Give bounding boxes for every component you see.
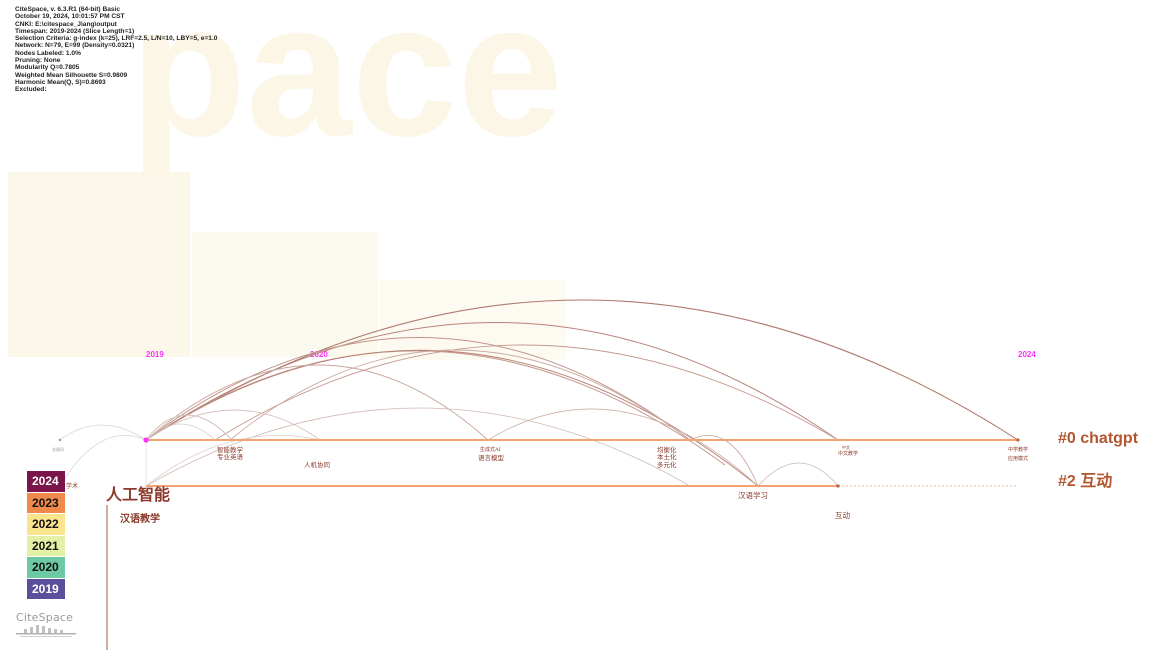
info-line: CNKI: E:\citespace_Jiang\output	[15, 20, 117, 28]
info-line: Excluded:	[15, 86, 47, 94]
arc	[757, 462, 839, 487]
info-line: Selection Criteria: g-index (k=25), LRF=…	[15, 35, 218, 43]
keyword-junhenghua[interactable]: 均衡化	[657, 445, 677, 454]
legend-2023: 2023	[27, 492, 65, 513]
network-info-panel: CiteSpace, v. 6.3.R1 (64-bit) Basic Octo…	[15, 6, 217, 94]
keyword-ai-shengcheng[interactable]: 生成式AI	[480, 446, 501, 453]
citation-arcs	[59, 299, 1019, 487]
keyword-yingyong-moshi[interactable]: 应用模式	[1008, 455, 1028, 462]
year-legend: 2024 2023 2022 2021 2020 2019	[27, 471, 65, 600]
logo-text: CiteSpace	[16, 611, 74, 624]
legend-2021: 2021	[27, 535, 65, 556]
keyword-zhineng-jiaoxue[interactable]: 智能教学	[217, 445, 244, 454]
arc	[487, 408, 759, 487]
arc	[145, 337, 691, 441]
node-2019[interactable]	[143, 437, 149, 443]
arc	[689, 435, 759, 487]
keyword-hudong[interactable]: 互动	[835, 510, 850, 520]
legend-2024: 2024	[27, 471, 65, 492]
info-line: Pruning: None	[15, 57, 61, 65]
arc	[59, 435, 147, 487]
keyword-renji-xietong[interactable]: 人机协同	[304, 460, 330, 469]
arc	[145, 423, 216, 441]
keyword-left-small[interactable]: 关键词	[52, 446, 64, 452]
info-line: Modularity Q=0.7805	[15, 64, 80, 72]
arc	[229, 349, 691, 441]
arc	[214, 344, 839, 441]
keyword-rengong[interactable]: 人工智能	[106, 485, 170, 504]
arc	[59, 424, 147, 441]
keyword-hanyu-xuexi[interactable]: 汉语学习	[738, 490, 768, 500]
logo-graphic-icon	[16, 625, 76, 637]
node[interactable]	[58, 438, 62, 442]
keyword-zhongwen-jiaoxue[interactable]: 中文教学	[838, 450, 858, 457]
info-line: Nodes Labeled: 1.0%	[15, 49, 81, 57]
watermark-text: pace	[130, 0, 563, 176]
cluster-label-2[interactable]: #2 互动	[1058, 472, 1112, 490]
info-line: Weighted Mean Silhouette S=0.9809	[15, 71, 128, 79]
legend-2019: 2019	[27, 578, 65, 599]
node[interactable]	[836, 484, 840, 488]
arc	[145, 409, 321, 441]
arc	[145, 414, 233, 441]
keyword-duoyuanhua[interactable]: 多元化	[657, 460, 677, 469]
arc	[145, 407, 691, 487]
arc	[145, 434, 321, 487]
info-line: October 19, 2024, 10:01:57 PM CST	[15, 13, 125, 21]
keyword-zhongxue-jiaoxue[interactable]: 中学教学	[1008, 446, 1028, 453]
year-label-2020: 2020	[310, 350, 328, 359]
citespace-logo: CiteSpace	[16, 611, 78, 645]
year-label-2024: 2024	[1018, 350, 1036, 359]
keyword-yuyan-moxing[interactable]: 语言模型	[478, 453, 505, 462]
keyword-zhuanye-yingyu[interactable]: 专业英语	[217, 452, 244, 461]
keyword-hanyu-jiaoxue[interactable]: 汉语教学	[120, 512, 160, 525]
arc	[145, 349, 759, 487]
legend-2022: 2022	[27, 514, 65, 535]
background-watermark: pace	[8, 0, 566, 360]
arc	[145, 322, 839, 441]
node[interactable]	[1016, 438, 1020, 442]
keyword-bentuhua[interactable]: 本土化	[657, 452, 677, 461]
cluster-label-0[interactable]: #0 chatgpt	[1058, 430, 1139, 447]
year-label-2019: 2019	[146, 350, 164, 359]
info-line: Harmonic Mean(Q, S)=0.8693	[15, 78, 106, 86]
info-line: Timespan: 2019-2024 (Slice Length=1)	[15, 27, 135, 35]
info-line: CiteSpace, v. 6.3.R1 (64-bit) Basic	[15, 6, 121, 13]
keyword-left-small-2[interactable]: 学术	[66, 482, 78, 490]
info-line: Network: N=79, E=99 (Density=0.0321)	[15, 42, 135, 50]
keyword-zhongwen[interactable]: 中文	[842, 444, 850, 450]
arc	[145, 364, 489, 441]
legend-2020: 2020	[27, 557, 65, 578]
